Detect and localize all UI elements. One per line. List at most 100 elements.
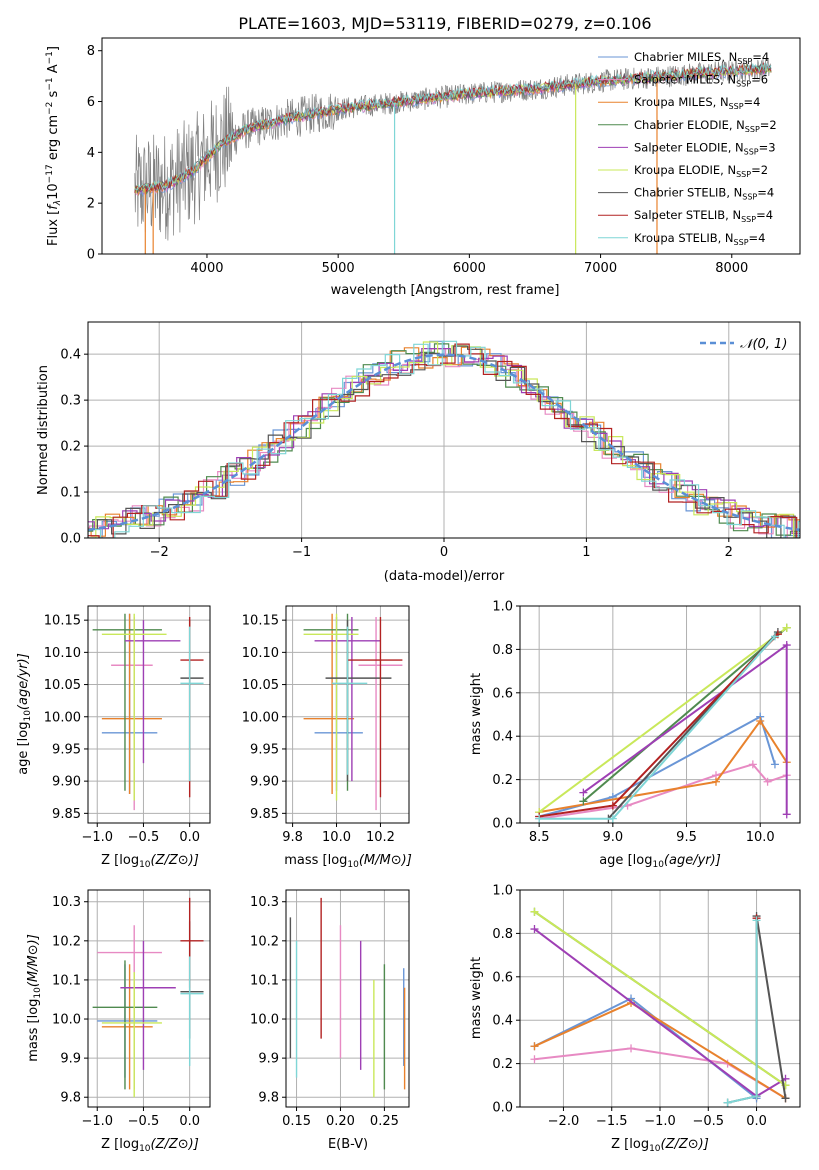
x-tick-label: 0.15 — [282, 1114, 311, 1129]
residuals-xlabel: (data-model)/error — [384, 569, 505, 584]
x-tick-label: 0.0 — [179, 830, 200, 845]
y-tick-label: 0.3 — [60, 394, 81, 409]
y-tick-label: 10.0 — [250, 1013, 279, 1028]
series-marker-kroupa-miles — [712, 777, 720, 786]
histogram-kroupa-stelib — [88, 340, 800, 538]
y-tick-label: 0.4 — [492, 1014, 513, 1029]
model-spectrum-kroupa-stelib — [134, 62, 772, 191]
y-tick-label: 9.90 — [250, 775, 279, 790]
y-tick-label: 1.0 — [492, 600, 513, 615]
x-tick-label: 7000 — [584, 261, 617, 276]
series-marker-kroupa-miles — [530, 1042, 539, 1051]
series-marker-chabrier-miles — [770, 760, 779, 769]
y-tick-label: 10.3 — [52, 895, 81, 910]
age-vs-mass-panel: 9.8 10.0 10.2 9.85 9.90 9.95 10.00 10.05 10.10 10… — [242, 605, 412, 870]
series-marker-salpeter-stelib — [608, 801, 617, 810]
x-tick-label: −0.5 — [128, 1114, 160, 1129]
y-tick-label: 0.0 — [60, 532, 81, 547]
mass-vs-ebv-panel: 0.15 0.20 0.25 9.8 9.9 10.0 10.1 10.2 10.3 E(B-V… — [250, 889, 410, 1152]
y-tick-label: 1.0 — [492, 884, 513, 899]
mass-vs-metallicity-xlabel: Z [log10(Z/Z⊙)] — [101, 1137, 199, 1154]
age-vs-metallicity-panel: −1.0 −0.5 0.0 9.85 9.90 9.95 10.00 10.05 10.10 10… — [16, 605, 211, 870]
normal-curve — [88, 353, 800, 532]
x-tick-label: 8000 — [715, 261, 748, 276]
mass-vs-metallicity-ylabel: mass [log10(M/M⊙)] — [26, 934, 43, 1062]
mass-vs-metallicity-axes-frame — [87, 889, 211, 1108]
series-marker-salpeter-elodie — [782, 641, 791, 650]
massweight-vs-metallicity-xlabel: Z [log10(Z/Z⊙)] — [611, 1137, 709, 1154]
age-vs-metallicity-ylabel: age [log10(age/yr)] — [16, 653, 33, 775]
x-tick-label: −0.5 — [692, 1114, 724, 1129]
y-tick-label: 4 — [87, 146, 95, 161]
legend-label-kroupa-elodie: Kroupa ELODIE, NSSP=2 — [634, 163, 768, 179]
y-tick-label: 6 — [87, 95, 95, 110]
mass-vs-ebv-xlabel: E(B-V) — [328, 1137, 368, 1152]
y-tick-label: 9.85 — [52, 807, 81, 822]
y-tick-label: 0.6 — [492, 970, 513, 985]
y-tick-label: 10.00 — [44, 710, 81, 725]
legend-label-kroupa-stelib: Kroupa STELIB, NSSP=4 — [634, 231, 765, 247]
x-tick-label: 8.5 — [529, 830, 550, 845]
series-marker-kroupa-stelib — [723, 1098, 732, 1107]
figure-title: PLATE=1603, MJD=53119, FIBERID=0279, z=0… — [238, 14, 651, 33]
series-marker-kroupa-elodie — [530, 907, 539, 916]
y-tick-label: 10.15 — [242, 614, 279, 629]
series-marker-chabrier-stelib — [781, 1094, 790, 1103]
y-tick-label: 0.8 — [492, 927, 513, 942]
massweight-vs-metallicity-panel: −2.0 −1.5 −1.0 −0.5 0.0 0.0 0.2 0.4 0.6 0.8 1.0 Z … — [469, 884, 801, 1154]
x-tick-label: 10.0 — [746, 830, 775, 845]
y-tick-label: 9.8 — [258, 1091, 279, 1106]
series-marker-salpeter-miles — [530, 1055, 539, 1064]
x-tick-label: −2.0 — [548, 1114, 580, 1129]
series-line-kroupa-elodie — [538, 626, 788, 813]
y-tick-label: 10.00 — [242, 710, 279, 725]
x-tick-label: 9.5 — [676, 830, 697, 845]
series-line-kroupa-elodie — [533, 910, 787, 1087]
massweight-vs-metallicity-ylabel: mass weight — [469, 957, 484, 1039]
series-marker-salpeter-elodie — [782, 810, 791, 819]
y-tick-label: 9.8 — [60, 1091, 81, 1106]
y-tick-label: 10.1 — [250, 973, 279, 988]
series-marker-salpeter-miles — [748, 760, 757, 769]
x-tick-label: −1.0 — [81, 830, 113, 845]
series-marker-salpeter-elodie — [579, 788, 588, 797]
y-tick-label: 0.6 — [492, 686, 513, 701]
massweight-vs-age-axes-frame — [519, 605, 801, 824]
series-marker-chabrier-elodie — [579, 797, 588, 806]
y-tick-label: 0.8 — [492, 643, 513, 658]
legend-label-chabrier-stelib: Chabrier STELIB, NSSP=4 — [634, 186, 774, 202]
series-marker-kroupa-stelib — [752, 916, 761, 925]
y-tick-label: 0.1 — [60, 486, 81, 501]
y-tick-label: 10.15 — [44, 614, 81, 629]
massweight-vs-age-xlabel: age [log10(age/yr)] — [599, 853, 721, 870]
x-tick-label: 0.25 — [370, 1114, 399, 1129]
y-tick-label: 10.05 — [242, 678, 279, 693]
series-line-chabrier-elodie — [582, 626, 788, 803]
y-tick-label: 0.2 — [60, 440, 81, 455]
y-tick-label: 2 — [87, 197, 95, 212]
y-tick-label: 10.3 — [250, 895, 279, 910]
spectrum-panel: 4000 5000 6000 7000 8000 0 2 4 6 8 wavelength [An… — [45, 37, 801, 298]
series-line-kroupa-stelib — [727, 920, 758, 1104]
y-tick-label: 8 — [87, 44, 95, 59]
mass-vs-metallicity-panel: −1.0 −0.5 0.0 9.8 9.9 10.0 10.1 10.2 10.3 Z [log… — [26, 889, 211, 1154]
y-tick-label: 10.10 — [44, 646, 81, 661]
x-tick-label: 0.20 — [326, 1114, 355, 1129]
y-tick-label: 9.95 — [52, 742, 81, 757]
x-tick-label: 0.0 — [746, 1114, 767, 1129]
histogram-salpeter-stelib — [88, 343, 800, 538]
x-tick-label: 10.0 — [322, 830, 351, 845]
legend-label-salpeter-miles: Salpeter MILES, NSSP=6 — [634, 73, 768, 89]
massweight-vs-age-panel: 8.5 9.0 9.5 10.0 0.0 0.2 0.4 0.6 0.8 1.0 age [log… — [469, 600, 801, 870]
y-tick-label: 9.9 — [60, 1052, 81, 1067]
series-marker-kroupa-stelib — [608, 814, 617, 823]
x-tick-label: −1.5 — [596, 1114, 628, 1129]
residuals-ylabel: Normed distribution — [36, 365, 51, 495]
y-tick-label: 9.85 — [250, 807, 279, 822]
y-tick-label: 10.2 — [52, 934, 81, 949]
x-tick-label: 5000 — [322, 261, 355, 276]
y-tick-label: 0.0 — [492, 1101, 513, 1116]
x-tick-label: 1 — [582, 545, 590, 560]
y-tick-label: 0.2 — [492, 1057, 513, 1072]
x-tick-label: 4000 — [190, 261, 223, 276]
